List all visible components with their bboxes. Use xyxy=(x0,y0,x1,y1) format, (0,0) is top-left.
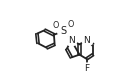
Text: O: O xyxy=(53,21,59,30)
Text: O: O xyxy=(67,20,73,29)
Text: N: N xyxy=(83,36,90,45)
Text: F: F xyxy=(84,64,89,73)
Text: S: S xyxy=(60,26,66,36)
Text: N: N xyxy=(68,36,75,45)
